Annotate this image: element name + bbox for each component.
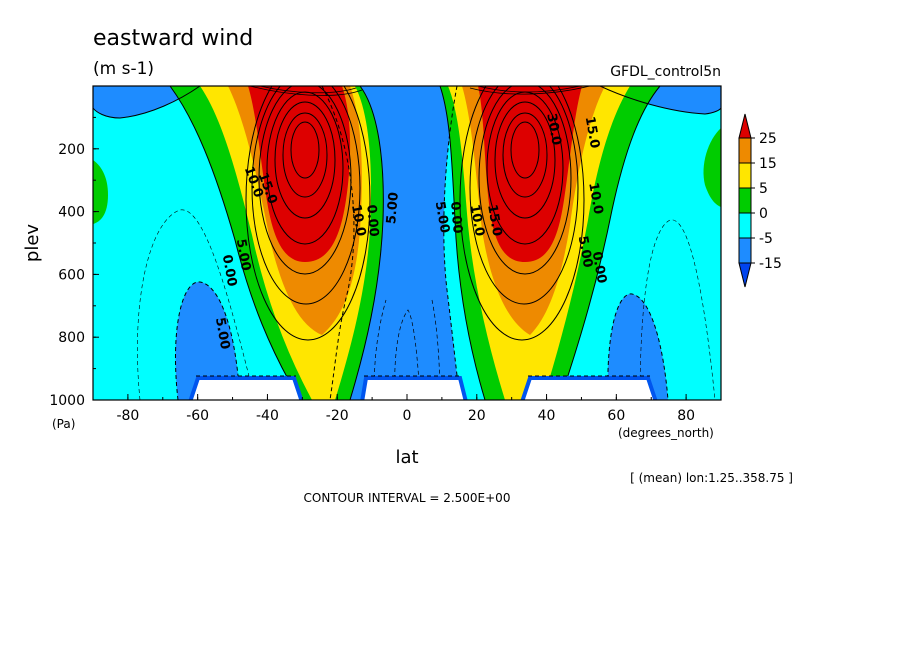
y-axis-label: plev (22, 224, 43, 263)
contour-label: 0.00 (219, 254, 239, 288)
contour-label: 0.00 (363, 204, 381, 237)
contour-label: 0.00 (589, 250, 609, 284)
negative-contours (137, 86, 716, 400)
x-tick-label: 80 (677, 408, 695, 424)
x-tick-label: 40 (538, 408, 556, 424)
colorbar-swatch (738, 187, 752, 214)
sh-edge-green (93, 160, 108, 224)
x-tick-label: -20 (326, 408, 349, 424)
colorbar-label: -5 (759, 231, 773, 247)
region-note: [ (mean) lon:1.25..358.75 ] (630, 471, 793, 485)
chart-units: (m s-1) (93, 59, 154, 79)
contour-label: 10.0 (348, 203, 368, 237)
colorbar-swatch (738, 237, 752, 264)
y-tick-label: 1000 (49, 393, 85, 409)
y-tick-label: 200 (58, 142, 85, 158)
colorbar-label: 0 (759, 206, 768, 222)
x-axis-units: (degrees_north) (618, 426, 714, 440)
colorbar: 25 15 5 0 -5 -15 (738, 113, 782, 288)
dataset-label: GFDL_control5n (610, 64, 721, 80)
contour-interval-note: CONTOUR INTERVAL = 2.500E+00 (304, 491, 511, 505)
sh-upper-easterlies (93, 86, 200, 118)
contour-label: 0.00 (447, 201, 465, 234)
sh-core-contours (245, 86, 371, 341)
contour-label: 15.0 (484, 203, 504, 237)
contour-label: 30.0 (543, 112, 563, 146)
nh-polar-easterlies (607, 293, 668, 400)
colorbar-swatch (738, 137, 752, 164)
x-tick-label: -80 (116, 408, 139, 424)
y-axis-units: (Pa) (52, 417, 75, 431)
colorbar-top-arrow (738, 113, 752, 139)
x-tick-label: -60 (186, 408, 209, 424)
x-tick-label: 20 (468, 408, 486, 424)
chart-title: eastward wind (93, 26, 253, 51)
x-tick-label: 0 (403, 408, 412, 424)
orography (188, 376, 658, 400)
contour-label: 5.00 (432, 200, 452, 234)
sh-polar-easterlies (175, 281, 240, 400)
contour-label: 5.00 (384, 192, 402, 225)
colorbar-label: 15 (759, 156, 777, 172)
y-tick-label: 800 (58, 330, 85, 346)
y-tick-label: 600 (58, 267, 85, 283)
sh-jet-core (248, 86, 351, 262)
colorbar-label: 25 (759, 131, 777, 147)
colorbar-bottom-arrow (738, 262, 752, 288)
contour-label: 5.00 (212, 316, 232, 350)
colorbar-swatch (738, 212, 752, 239)
contour-label: 5.00 (233, 238, 253, 272)
upper-dense-contours (249, 86, 591, 96)
y-tick-label: 400 (58, 205, 85, 221)
x-axis-label: lat (395, 447, 418, 468)
contour-label: 5.00 (575, 235, 595, 269)
colorbar-label: 5 (759, 181, 768, 197)
region-outlines (93, 86, 721, 400)
nh-edge-green (703, 128, 721, 207)
nh-jet-core (478, 86, 582, 262)
x-tick-label: -40 (256, 408, 279, 424)
contour-label: 10.0 (585, 181, 605, 215)
colorbar-label: -15 (759, 256, 782, 272)
x-axis: -80 -60 -40 -20 0 20 40 60 80 (92, 394, 722, 424)
y-axis: 200 400 600 800 1000 (49, 116, 99, 409)
x-tick-label: 60 (607, 408, 625, 424)
contour-label: 10.0 (467, 203, 487, 237)
contour-label: 15.0 (582, 115, 602, 149)
colorbar-swatch (738, 162, 752, 189)
